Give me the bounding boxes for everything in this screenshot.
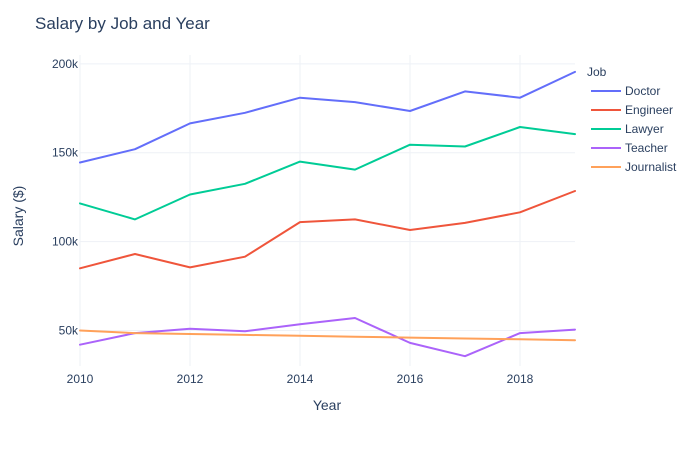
- legend-label: Teacher: [625, 141, 668, 155]
- chart-title: Salary by Job and Year: [35, 14, 210, 33]
- series-line-engineer[interactable]: [79, 190, 576, 270]
- y-axis-ticks: 50k 100k 150k 200k: [52, 57, 79, 338]
- x-tick-label: 2014: [287, 372, 314, 386]
- x-axis-ticks: 2010 2012 2014 2016 2018: [67, 372, 534, 386]
- x-axis-title: Year: [313, 397, 342, 413]
- y-axis-title: Salary ($): [10, 186, 26, 247]
- legend-label: Lawyer: [625, 122, 664, 136]
- y-tick-label: 100k: [52, 235, 79, 249]
- legend-label: Doctor: [625, 84, 660, 98]
- x-tick-label: 2010: [67, 372, 94, 386]
- legend-item-journalist[interactable]: Journalist: [591, 160, 677, 174]
- legend-item-teacher[interactable]: Teacher: [591, 141, 668, 155]
- x-tick-label: 2016: [397, 372, 424, 386]
- plot-area: [79, 70, 576, 358]
- series-line-journalist[interactable]: [79, 329, 576, 342]
- x-tick-label: 2012: [177, 372, 204, 386]
- series-line-teacher[interactable]: [79, 317, 576, 358]
- legend-item-lawyer[interactable]: Lawyer: [591, 122, 664, 136]
- legend-item-engineer[interactable]: Engineer: [591, 103, 673, 117]
- legend-title: Job: [587, 65, 607, 79]
- legend-label: Engineer: [625, 103, 673, 117]
- series-line-doctor[interactable]: [79, 70, 576, 164]
- legend-label: Journalist: [625, 160, 677, 174]
- x-tick-label: 2018: [507, 372, 534, 386]
- legend[interactable]: Job Doctor Engineer Lawyer Teacher Journalis…: [587, 65, 677, 174]
- legend-item-doctor[interactable]: Doctor: [591, 84, 660, 98]
- series-line-lawyer[interactable]: [79, 126, 576, 221]
- y-tick-label: 150k: [52, 146, 79, 160]
- y-tick-label: 50k: [59, 323, 79, 337]
- y-tick-label: 200k: [52, 57, 79, 71]
